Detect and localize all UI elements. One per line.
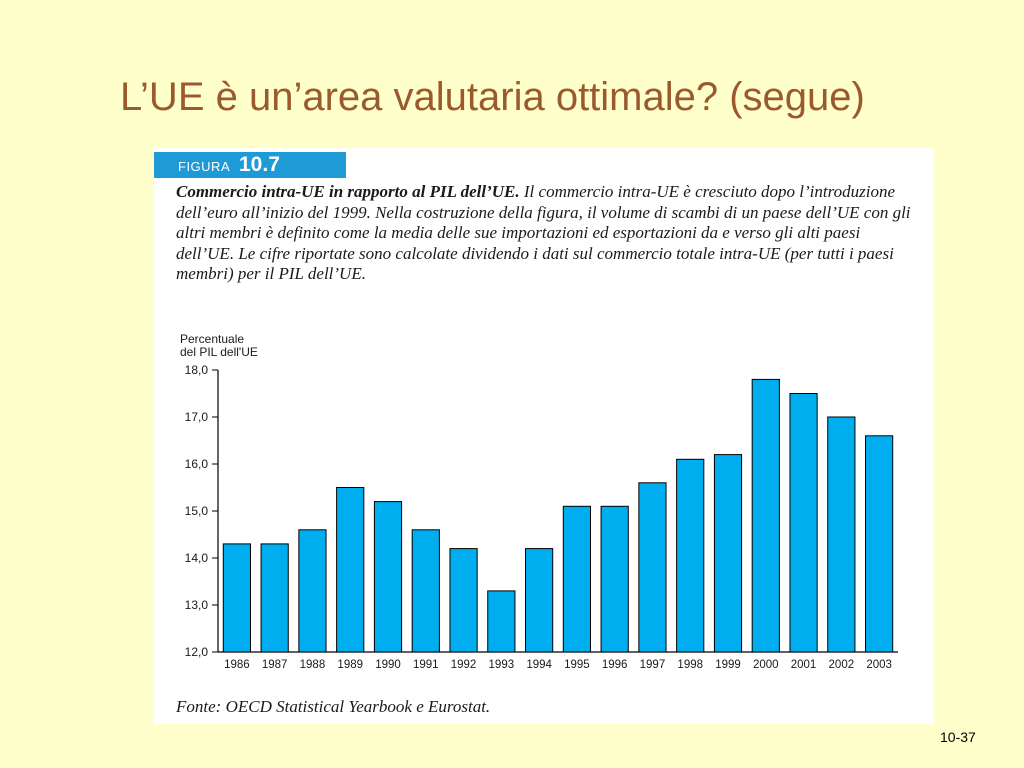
x-tick-label: 1988 (300, 659, 326, 671)
x-tick-label: 1990 (375, 659, 401, 671)
x-tick-label: 1987 (262, 659, 288, 671)
x-tick-label: 2003 (866, 659, 892, 671)
figure-panel: FIGURA 10.7 Commercio intra-UE in rappor… (154, 148, 934, 724)
bar-1997 (638, 482, 667, 653)
bar-1998 (676, 458, 705, 653)
x-tick-label: 1994 (526, 659, 552, 671)
bar-1993 (487, 590, 516, 653)
bar-1994 (525, 548, 554, 653)
x-tick-label: 1998 (677, 659, 703, 671)
bar-1999 (713, 454, 743, 653)
bar-1992 (449, 548, 478, 653)
x-tick-label: 1999 (715, 659, 741, 671)
x-tick-label: 1989 (337, 659, 363, 671)
x-tick-label: 2001 (791, 659, 817, 671)
slide-title: L’UE è un’area valutaria ottimale? (segu… (120, 75, 865, 119)
bar-1996 (600, 505, 629, 653)
figure-source: Fonte: OECD Statistical Yearbook e Euros… (176, 697, 491, 716)
figure-caption: Commercio intra-UE in rapporto al PIL de… (176, 182, 916, 285)
x-tick-label: 1992 (451, 659, 477, 671)
figure-number: 10.7 (239, 153, 280, 176)
x-tick-label: 2000 (753, 659, 779, 671)
figure-header: FIGURA 10.7 (154, 152, 346, 178)
bar-1988 (298, 529, 327, 653)
bar-1986 (222, 543, 251, 653)
figure-label: FIGURA (178, 159, 231, 174)
bar-2002 (827, 416, 856, 653)
y-tick-label: 16,0 (185, 457, 209, 471)
bar-2001 (789, 393, 818, 653)
y-axis-label-line1: Percentuale (180, 332, 244, 346)
bar-1991 (411, 529, 440, 653)
bar-2003 (865, 435, 894, 653)
y-tick-label: 18,0 (185, 363, 209, 377)
x-tick-label: 2002 (829, 659, 855, 671)
x-tick-label: 1995 (564, 659, 590, 671)
y-tick-label: 12,0 (185, 645, 209, 659)
caption-title: Commercio intra-UE in rapporto al PIL de… (176, 182, 520, 201)
y-axis-label-line2: del PIL dell'UE (180, 345, 258, 359)
bar-2000 (751, 378, 780, 653)
bar-1990 (373, 501, 403, 653)
bar-1987 (260, 543, 289, 653)
x-tick-label: 1986 (224, 659, 250, 671)
y-tick-label: 17,0 (185, 410, 209, 424)
page-number: 10-37 (940, 729, 976, 745)
y-tick-label: 15,0 (185, 504, 209, 518)
y-tick-label: 13,0 (185, 598, 209, 612)
x-tick-label: 1997 (640, 659, 666, 671)
bar-1989 (336, 487, 365, 653)
x-tick-label: 1996 (602, 659, 628, 671)
x-tick-label: 1993 (489, 659, 515, 671)
x-tick-label: 1991 (413, 659, 439, 671)
caption-body: Il commercio intra-UE è cresciuto dopo l… (176, 182, 911, 283)
bar-chart: Percentuale del PIL dell'UE 12,0 13,0 14,0… (180, 332, 898, 671)
bar-1995 (562, 505, 591, 653)
y-tick-label: 14,0 (185, 551, 209, 565)
